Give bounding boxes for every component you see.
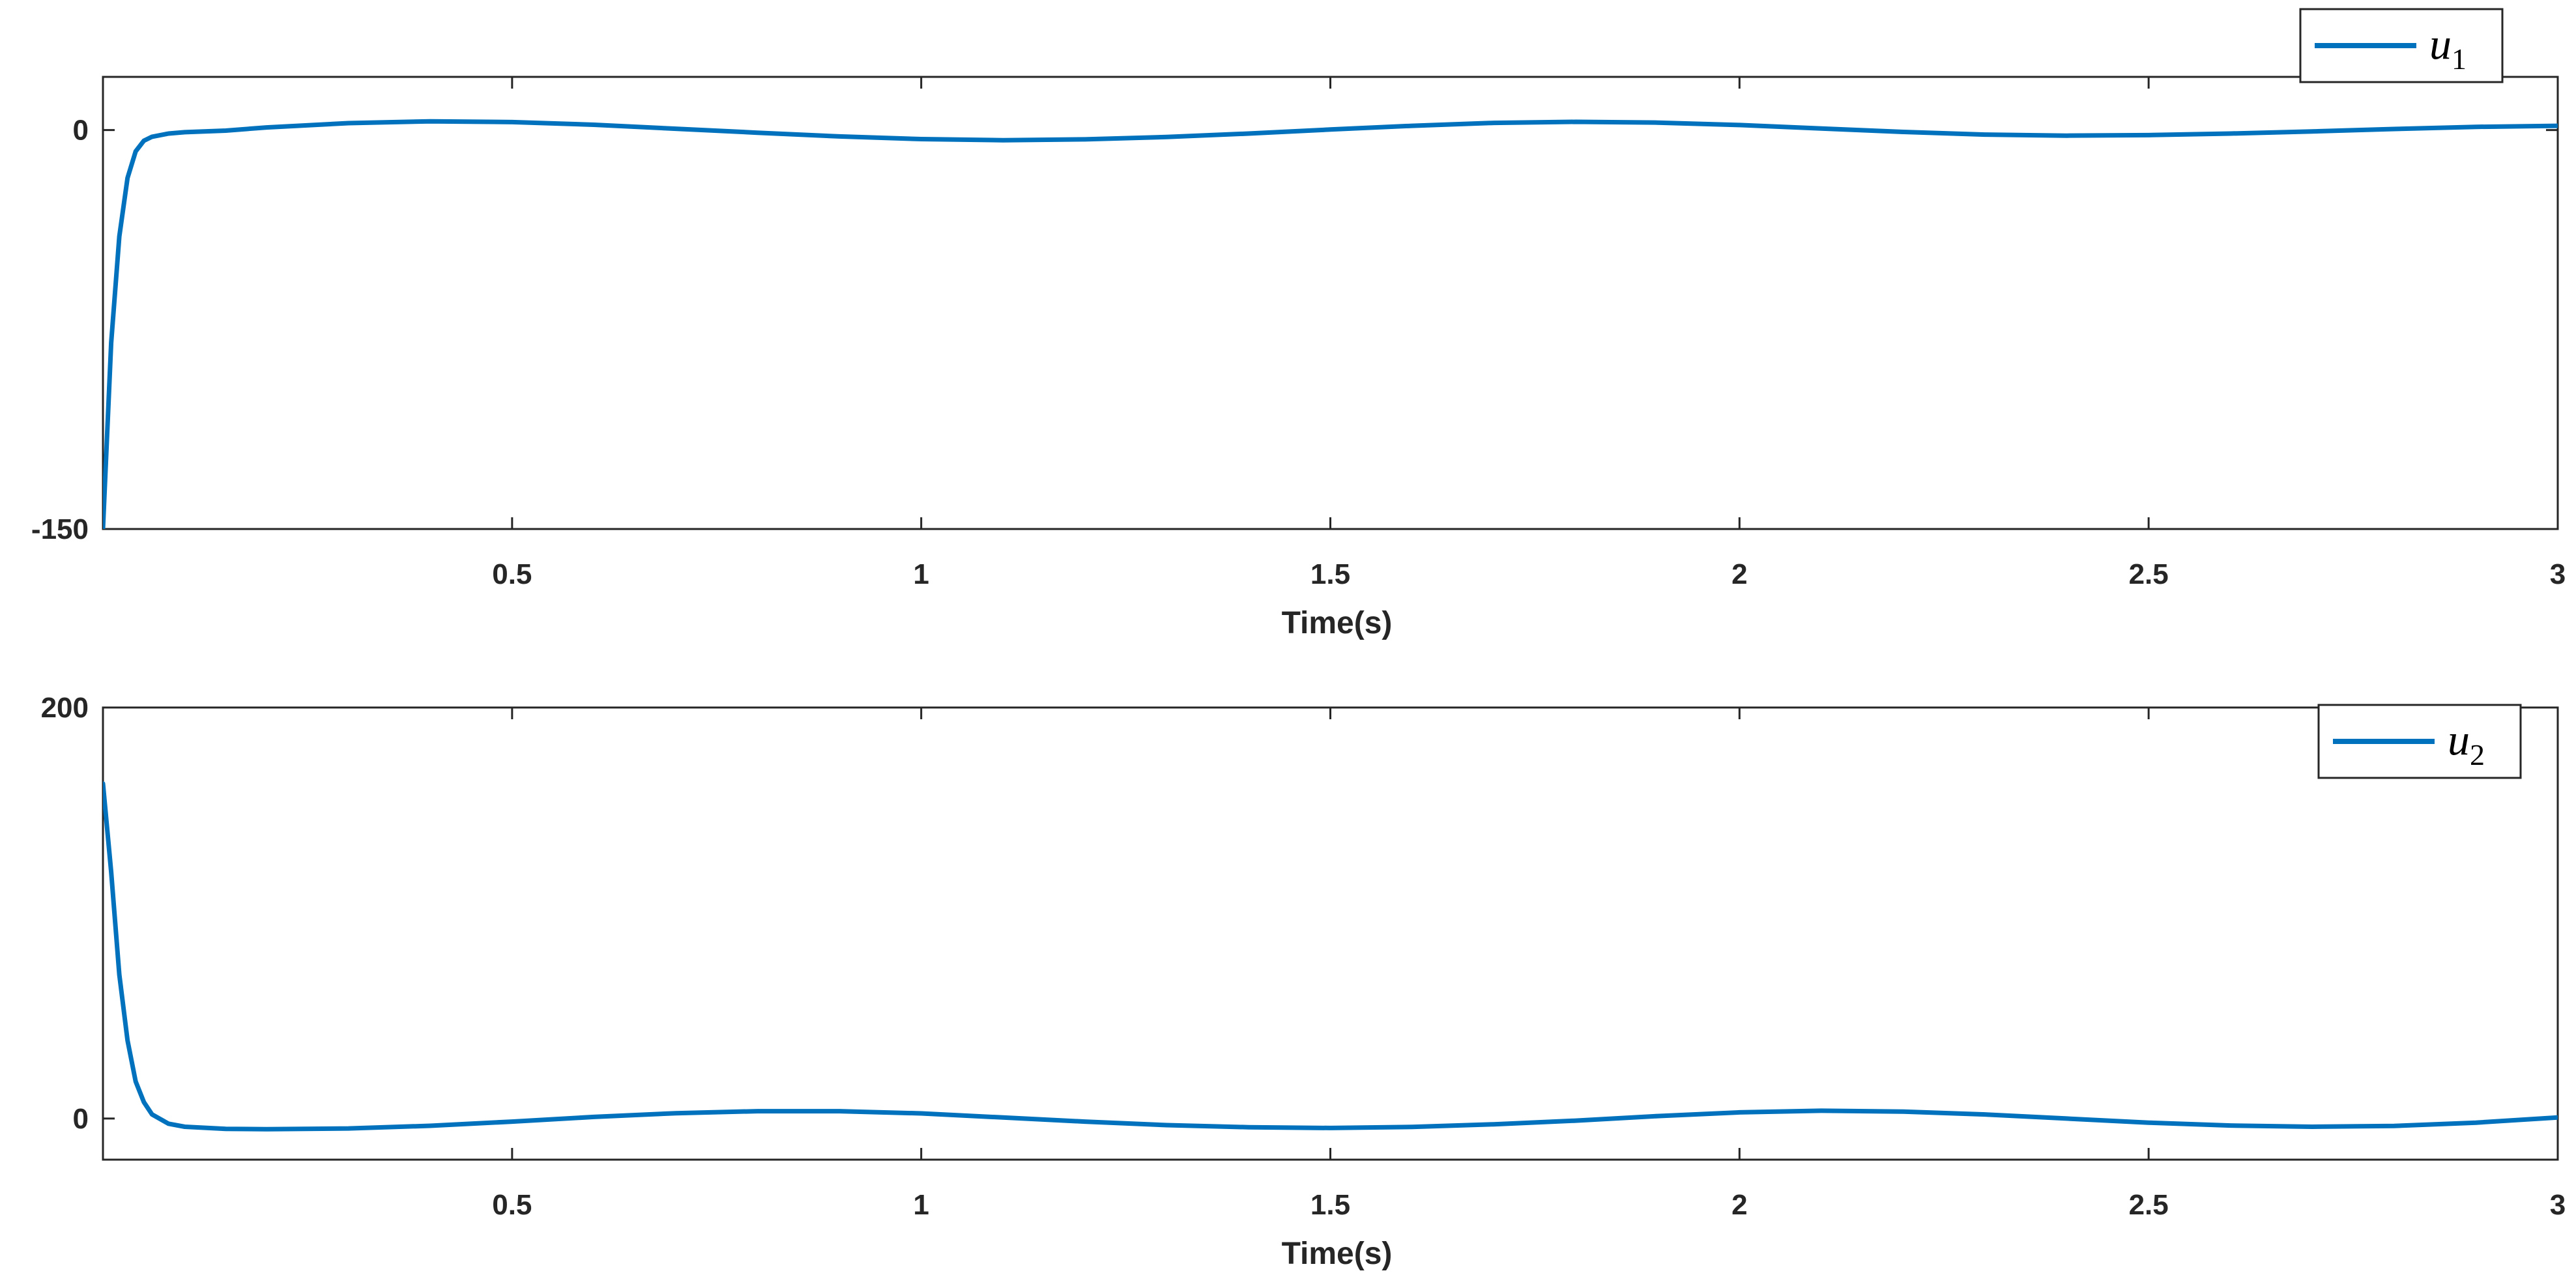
legend-entry-label: u1: [2429, 19, 2467, 76]
legend-entry-label: u2: [2448, 715, 2485, 771]
x-tick-label: 0.5: [492, 558, 532, 590]
legend-entry-name: u: [2448, 715, 2470, 764]
x-tick-label: 2: [1731, 558, 1747, 590]
x-tick-label: 0.5: [492, 1189, 532, 1221]
x-tick-label: 1.5: [1310, 1189, 1350, 1221]
axes-box: [102, 706, 2559, 1161]
x-tick-label: 3: [2550, 558, 2566, 590]
legend: u1: [2299, 8, 2504, 83]
x-axis-label: Time(s): [1282, 1237, 1393, 1271]
axes-box: [102, 76, 2559, 530]
y-tick-label: 0: [73, 115, 89, 147]
legend: u2: [2317, 704, 2522, 779]
x-tick-label: 2.5: [2129, 558, 2169, 590]
x-tick-label: 2: [1731, 1189, 1747, 1221]
x-tick-label: 1: [913, 558, 929, 590]
y-tick-label: -150: [31, 513, 89, 545]
series-line-u2: [103, 781, 2558, 1132]
y-tick-label: 200: [41, 692, 89, 724]
legend-entry-subscript: 2: [2470, 738, 2485, 771]
x-tick-label: 1: [913, 1189, 929, 1221]
x-tick-label: 3: [2550, 1189, 2566, 1221]
x-axis-label: Time(s): [1282, 606, 1393, 640]
y-tick-label: 0: [73, 1103, 89, 1135]
x-tick-label: 2.5: [2129, 1189, 2169, 1221]
series-line-u1: [103, 119, 2558, 529]
legend-entry-name: u: [2429, 19, 2452, 68]
x-tick-label: 1.5: [1310, 558, 1350, 590]
legend-entry-subscript: 1: [2452, 42, 2467, 76]
